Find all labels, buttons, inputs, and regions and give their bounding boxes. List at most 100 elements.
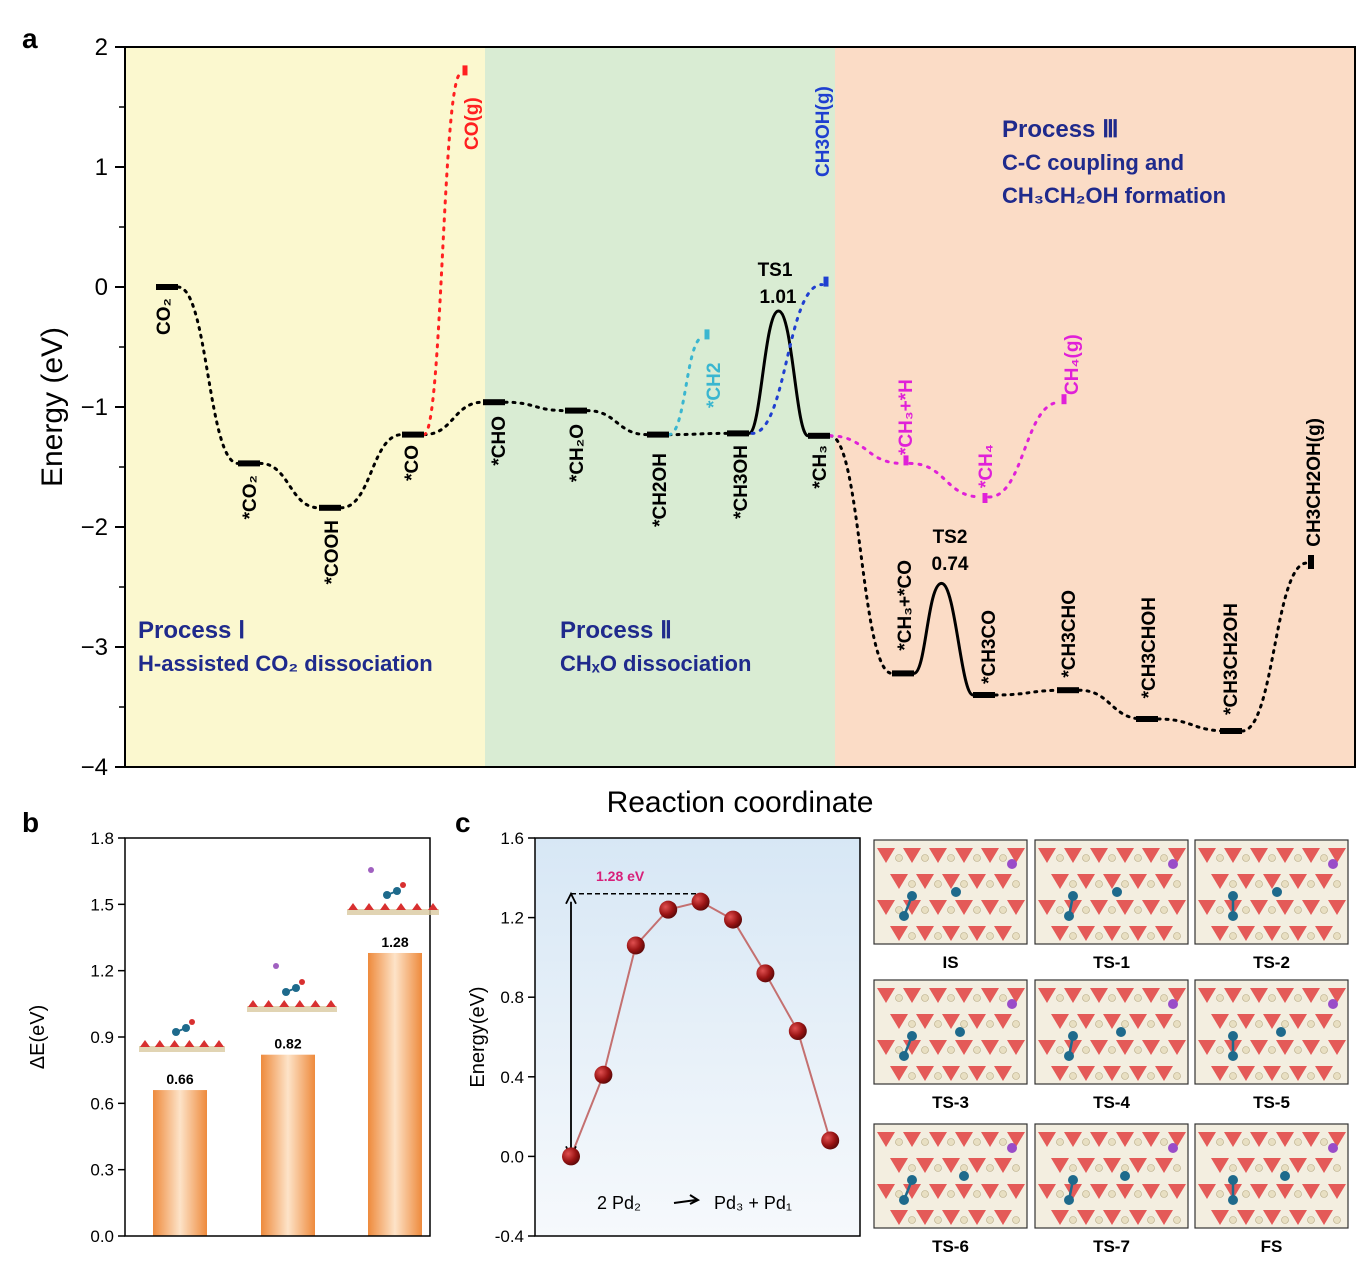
barrier-label: 1.28 eV [596,868,645,884]
level-label: CO₂ [154,298,175,335]
level-label: *CH₃ [810,445,831,489]
energy-level [808,432,830,439]
pathway-segment [258,461,321,510]
branch-label: *CH2 [704,363,725,408]
energy-level [1308,555,1314,569]
bar-value-label: 0.82 [274,1036,301,1052]
data-point [691,892,710,911]
y-tick-label-b: 0.6 [90,1094,114,1113]
data-point [821,1131,840,1150]
process-2-title: Process Ⅱ [560,617,672,644]
y-tick-label-a: 1 [95,154,108,181]
branch-level [704,329,710,340]
panel-label-a: a [22,23,38,54]
h-atom-icon [368,867,374,873]
structure-snapshot [873,1123,1028,1229]
molecule-image-2 [247,979,337,1012]
structure-label: TS-5 [1253,1093,1290,1112]
molecule-image-1 [139,1019,225,1052]
level-label: *CH3CO [979,610,1000,684]
bar [153,1090,207,1236]
reaction-left: 2 Pd₂ [597,1193,641,1213]
process-3-title: Process Ⅲ [1002,116,1119,143]
data-point [788,1022,807,1041]
level-label: *CH2OH [650,453,671,527]
structure-snapshot [1034,1123,1189,1229]
data-point [626,936,645,955]
process-3-background [835,47,1355,767]
structure-snapshot [873,839,1028,945]
y-tick-label-a: −2 [81,514,108,541]
branch-label: CH3OH(g) [813,86,834,177]
panel-label-b: b [22,807,39,838]
y-tick-label-c: -0.4 [495,1227,524,1246]
data-point [659,900,678,919]
pathway-segment [176,285,240,465]
branch-level [903,455,909,466]
y-axis-label-c: Energy(eV) [467,986,489,1087]
structure-label: TS-7 [1093,1237,1130,1256]
branch-segment [667,335,705,437]
reaction-arrow-icon [673,1194,701,1205]
energy-level [1220,728,1242,734]
branch-level [823,276,829,287]
branch-label: *CH₃+*H [896,379,917,455]
energy-level [483,399,505,406]
level-label: *CH3OH [731,445,752,519]
bar-value-label: 0.66 [166,1071,193,1087]
process-2-background [485,47,835,767]
y-tick-label-c: 0.8 [500,988,524,1007]
energy-level [1136,716,1158,722]
arrow-head-up-icon [565,891,577,905]
reaction-right: Pd₃ + Pd₁ [714,1193,792,1213]
process-3-subtitle: C-C coupling and [1002,150,1184,175]
y-tick-label-a: −4 [81,754,108,781]
structure-snapshot [1034,979,1189,1085]
y-tick-label-a: −3 [81,634,108,661]
energy-level [402,431,424,438]
level-label: *CH₂O [567,424,588,482]
level-label: *COOH [322,520,343,584]
level-label: *CH3CH2OH [1221,603,1242,715]
panel-label-c: c [455,807,471,838]
molecule-image-3 [347,882,439,915]
energy-level [647,431,669,438]
pathway-segment [1077,688,1145,721]
panel-b-chart: 0.66 0.82 1.28 1.8 1.5 1.2 0.9 0.6 0.3 0.0 ΔE(eV… [27,829,439,1246]
y-tick-label-a: 2 [95,34,108,61]
level-label: *CH3CHOH [1139,597,1160,698]
ts1-value: 1.01 [760,287,797,308]
structure-label: TS-2 [1253,953,1290,972]
y-tick-label-a: 0 [95,274,108,301]
data-point [724,910,742,929]
branch-segment [422,71,463,437]
energy-level [319,504,341,511]
structure-label: TS-1 [1093,953,1130,972]
level-label: *CH3CHO [1059,590,1080,678]
structure-label: IS [942,953,958,972]
panel-c-chart: 1.6 1.2 0.8 0.4 0.0 -0.4 Energy(eV) 1.28 eV 2… [467,829,1349,1256]
structure-snapshot [1194,1123,1349,1229]
pathway-segment [422,400,485,437]
y-axis-label-a: Energy (eV) [36,327,69,487]
energy-level [1057,687,1079,694]
pathway-segment [503,400,567,413]
branch-level [1061,394,1067,405]
ts1-barrier [747,309,810,438]
ts2-barrier [913,581,975,697]
branch-segment [828,434,904,465]
pathway-segment [585,409,649,437]
energy-level [892,670,914,677]
branch-label: CH₄(g) [1062,334,1083,395]
energy-level [156,284,178,290]
level-label: *CHO [489,416,510,466]
y-tick-label-c: 0.0 [500,1147,524,1166]
y-axis-label-b: ΔE(eV) [27,1005,49,1069]
y-tick-label-c: 1.6 [500,829,524,848]
level-label: *CO [402,445,423,481]
process-2-subtitle: CHₓO dissociation [560,651,751,676]
structure-snapshot [1034,839,1189,945]
data-point [594,1065,613,1084]
structure-snapshot [1194,979,1349,1085]
bar [368,952,422,1236]
